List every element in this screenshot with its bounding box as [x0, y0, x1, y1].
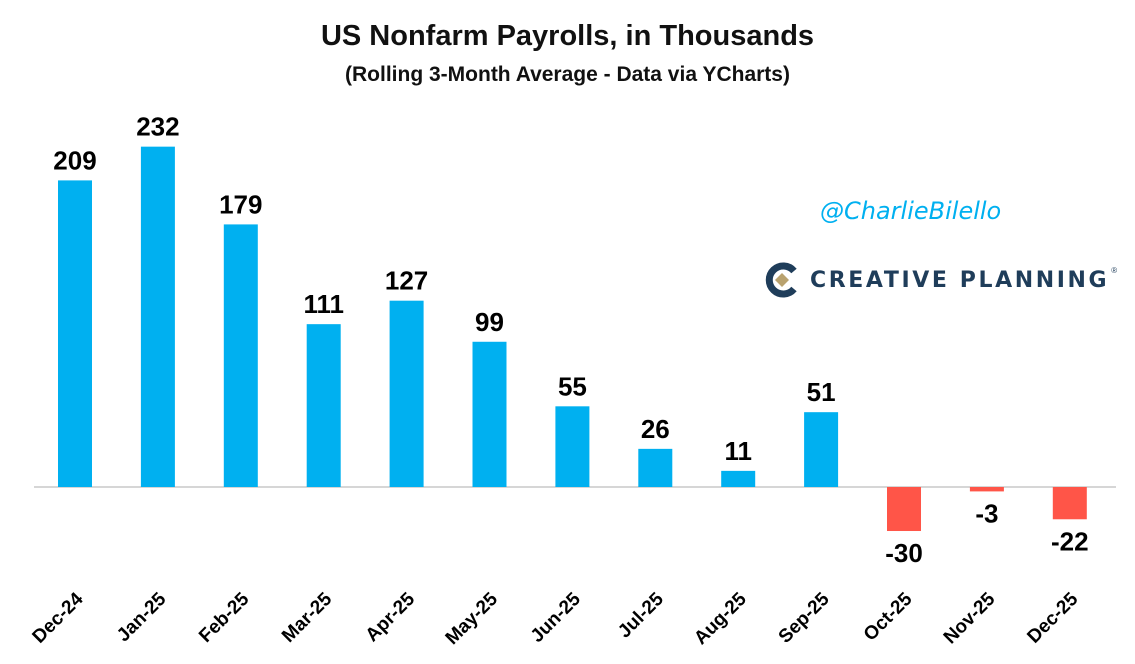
data-label: 232 [136, 112, 179, 142]
creative-planning-logo: CREATIVE PLANNING ® [764, 262, 1117, 298]
data-label: 111 [303, 289, 344, 319]
bar-may-25 [472, 341, 507, 487]
x-tick-label: Dec-24 [29, 588, 88, 647]
x-tick-label: Oct-25 [860, 588, 917, 645]
data-label: 209 [53, 145, 96, 175]
bar-jun-25 [555, 406, 590, 487]
bar-mar-25 [306, 324, 341, 487]
bar-jul-25 [638, 448, 673, 487]
bar-dec-25 [1052, 487, 1087, 520]
x-tick-label: Jun-25 [527, 588, 585, 646]
x-tick-label: Sep-25 [775, 588, 834, 647]
x-tick-label: Dec-25 [1023, 588, 1082, 647]
bar-dec-24 [58, 180, 92, 487]
bar-sep-25 [804, 412, 839, 487]
chart-subtitle: (Rolling 3-Month Average - Data via YCha… [345, 63, 790, 86]
x-tick-label: Feb-25 [195, 588, 253, 646]
twitter-handle: @CharlieBilello [820, 197, 1002, 225]
creative-planning-logo-icon [765, 262, 797, 298]
bar-apr-25 [389, 300, 424, 487]
bar-feb-25 [223, 224, 258, 488]
bar-jan-25 [140, 146, 175, 487]
bar-oct-25 [887, 487, 921, 532]
data-label: 51 [807, 377, 836, 407]
chart-title: US Nonfarm Payrolls, in Thousands [320, 20, 815, 52]
x-tick-label: Apr-25 [362, 588, 420, 646]
data-label: 179 [219, 189, 262, 219]
bar-aug-25 [721, 470, 756, 487]
x-tick-label: Mar-25 [278, 588, 336, 646]
data-label: -30 [885, 538, 923, 568]
data-label: 11 [724, 436, 752, 466]
bar-nov-25 [969, 487, 1004, 492]
x-tick-label: Nov-25 [940, 588, 1000, 648]
data-label: 55 [558, 371, 587, 401]
x-tick-label: Jul-25 [614, 588, 668, 642]
x-tick-label: Aug-25 [690, 588, 751, 649]
data-label: 26 [641, 414, 670, 444]
data-label: -22 [1051, 526, 1089, 556]
x-tick-label: Jan-25 [113, 588, 171, 646]
x-tick-label: May-25 [442, 588, 503, 649]
data-label: 99 [475, 307, 504, 337]
data-label: 127 [385, 266, 428, 296]
brand-name: CREATIVE PLANNING [810, 267, 1110, 293]
data-label: -3 [975, 498, 998, 528]
registered-mark: ® [1111, 266, 1118, 275]
